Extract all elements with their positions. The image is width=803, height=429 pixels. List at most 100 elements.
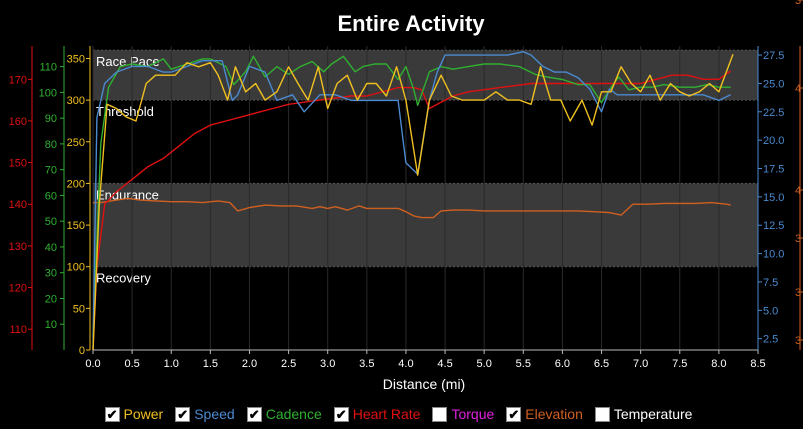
zone-band (93, 183, 758, 267)
cadence-tick-label: 70 (45, 165, 57, 177)
x-tick-label: 7.5 (672, 358, 687, 370)
legend-item-speed[interactable]: ✔ Speed (175, 406, 235, 422)
cadence-tick-label: 50 (45, 216, 57, 228)
x-tick-label: 5.5 (516, 358, 531, 370)
legend-label: Speed (194, 406, 235, 422)
speed-tick-label: 15.0 (763, 192, 784, 204)
speed-tick-label: 22.5 (763, 107, 784, 119)
axes: 0.0 0.5 1.0 1.5 2.0 2.5 3.0 3.5 4.0 4.5 5.0 5.5 6.0 6… (9, 0, 803, 370)
legend-item-torque[interactable]: Torque (432, 406, 494, 422)
zone-band (93, 266, 758, 350)
x-tick-label: 2.0 (242, 358, 257, 370)
cadence-tick-label: 20 (45, 293, 57, 305)
power-tick-label: 0 (79, 345, 85, 357)
speed-tick-label: 27.5 (763, 50, 784, 62)
legend-checkbox[interactable] (432, 406, 448, 422)
cadence-tick-label: 90 (45, 113, 57, 125)
power-tick-label: 100 (67, 262, 85, 274)
heart_rate-tick-label: 120 (9, 283, 27, 295)
x-tick-label: 6.5 (594, 358, 609, 370)
power-tick-label: 50 (73, 303, 85, 315)
x-axis-label: Distance (mi) (383, 376, 465, 392)
heart_rate-tick-label: 140 (9, 199, 27, 211)
elevation-tick-label: 3 (795, 287, 801, 299)
x-tick-label: 8.0 (711, 358, 726, 370)
legend-label: Elevation (525, 406, 583, 422)
x-tick-label: 7.0 (633, 358, 648, 370)
cadence-tick-label: 60 (45, 190, 57, 202)
x-tick-label: 2.5 (281, 358, 296, 370)
speed-tick-label: 7.5 (763, 277, 778, 289)
x-tick-label: 5.0 (477, 358, 492, 370)
legend-checkbox[interactable] (594, 406, 610, 422)
legend-item-cadence[interactable]: ✔ Cadence (246, 406, 322, 422)
power-tick-label: 300 (67, 95, 85, 107)
x-tick-label: 0.0 (85, 358, 100, 370)
series-lines (92, 51, 734, 351)
zone-band (93, 100, 758, 184)
speed-tick-label: 25.0 (763, 78, 784, 90)
speed-tick-label: 10.0 (763, 249, 784, 261)
heart_rate-tick-label: 150 (9, 158, 27, 170)
legend-checkbox[interactable]: ✔ (104, 406, 120, 422)
legend-item-power[interactable]: ✔ Power (104, 406, 164, 422)
legend-label: Temperature (613, 406, 693, 422)
power-line (92, 54, 734, 351)
x-tick-label: 4.0 (398, 358, 413, 370)
legend-item-temperature[interactable]: Temperature (594, 406, 693, 422)
x-tick-label: 3.5 (359, 358, 374, 370)
elevation-tick-label: 3 (795, 233, 801, 245)
series-legend: ✔ Power ✔ Speed ✔ Cadence ✔ Heart Rate Torque ✔ El… (0, 401, 803, 427)
elevation-tick-label: 4 (795, 185, 801, 197)
legend-item-heart-rate[interactable]: ✔ Heart Rate (333, 406, 421, 422)
speed-tick-label: 2.5 (763, 334, 778, 346)
power-tick-label: 200 (67, 178, 85, 190)
elevation-tick-label: 4 (795, 83, 801, 95)
x-tick-label: 1.0 (164, 358, 179, 370)
cadence-tick-label: 80 (45, 139, 57, 151)
legend-checkbox[interactable]: ✔ (333, 406, 349, 422)
elevation-tick-label: 3 (795, 335, 801, 347)
legend-checkbox[interactable]: ✔ (175, 406, 191, 422)
cadence-tick-label: 100 (39, 87, 57, 99)
x-tick-label: 3.0 (320, 358, 335, 370)
heart_rate-tick-label: 160 (9, 116, 27, 128)
elevation-tick-label: 3 (795, 0, 801, 7)
zone-label: Recovery (96, 271, 151, 286)
x-tick-label: 1.5 (203, 358, 218, 370)
speed-tick-label: 17.5 (763, 164, 784, 176)
heart-rate-line (92, 70, 732, 351)
cadence-tick-label: 110 (39, 62, 57, 74)
heart_rate-tick-label: 110 (9, 324, 27, 336)
legend-checkbox[interactable]: ✔ (246, 406, 262, 422)
zone-band (93, 50, 758, 101)
heart_rate-tick-label: 170 (9, 74, 27, 86)
legend-checkbox[interactable]: ✔ (506, 406, 522, 422)
cadence-tick-label: 40 (45, 242, 57, 254)
legend-item-elevation[interactable]: ✔ Elevation (506, 406, 583, 422)
x-tick-label: 0.5 (124, 358, 139, 370)
x-gridlines (92, 46, 759, 350)
power-tick-label: 350 (67, 53, 85, 65)
power-tick-label: 250 (67, 137, 85, 149)
x-tick-label: 4.5 (437, 358, 452, 370)
cadence-line (92, 55, 731, 338)
legend-label: Torque (451, 406, 495, 422)
chart-title: Entire Activity (337, 11, 485, 36)
speed-tick-label: 12.5 (763, 220, 784, 232)
cadence-tick-label: 10 (45, 319, 57, 331)
elevation-line (93, 197, 731, 219)
zone-label: Endurance (96, 187, 159, 202)
legend-label: Cadence (265, 406, 322, 422)
speed-tick-label: 5.0 (763, 305, 778, 317)
legend-label: Power (123, 406, 164, 422)
legend-label: Heart Rate (352, 406, 421, 422)
heart_rate-tick-label: 130 (9, 241, 27, 253)
power-tick-label: 150 (67, 220, 85, 232)
x-tick-label: 8.5 (750, 358, 765, 370)
x-tick-label: 6.0 (555, 358, 570, 370)
cadence-tick-label: 30 (45, 268, 57, 280)
speed-tick-label: 20.0 (763, 135, 784, 147)
